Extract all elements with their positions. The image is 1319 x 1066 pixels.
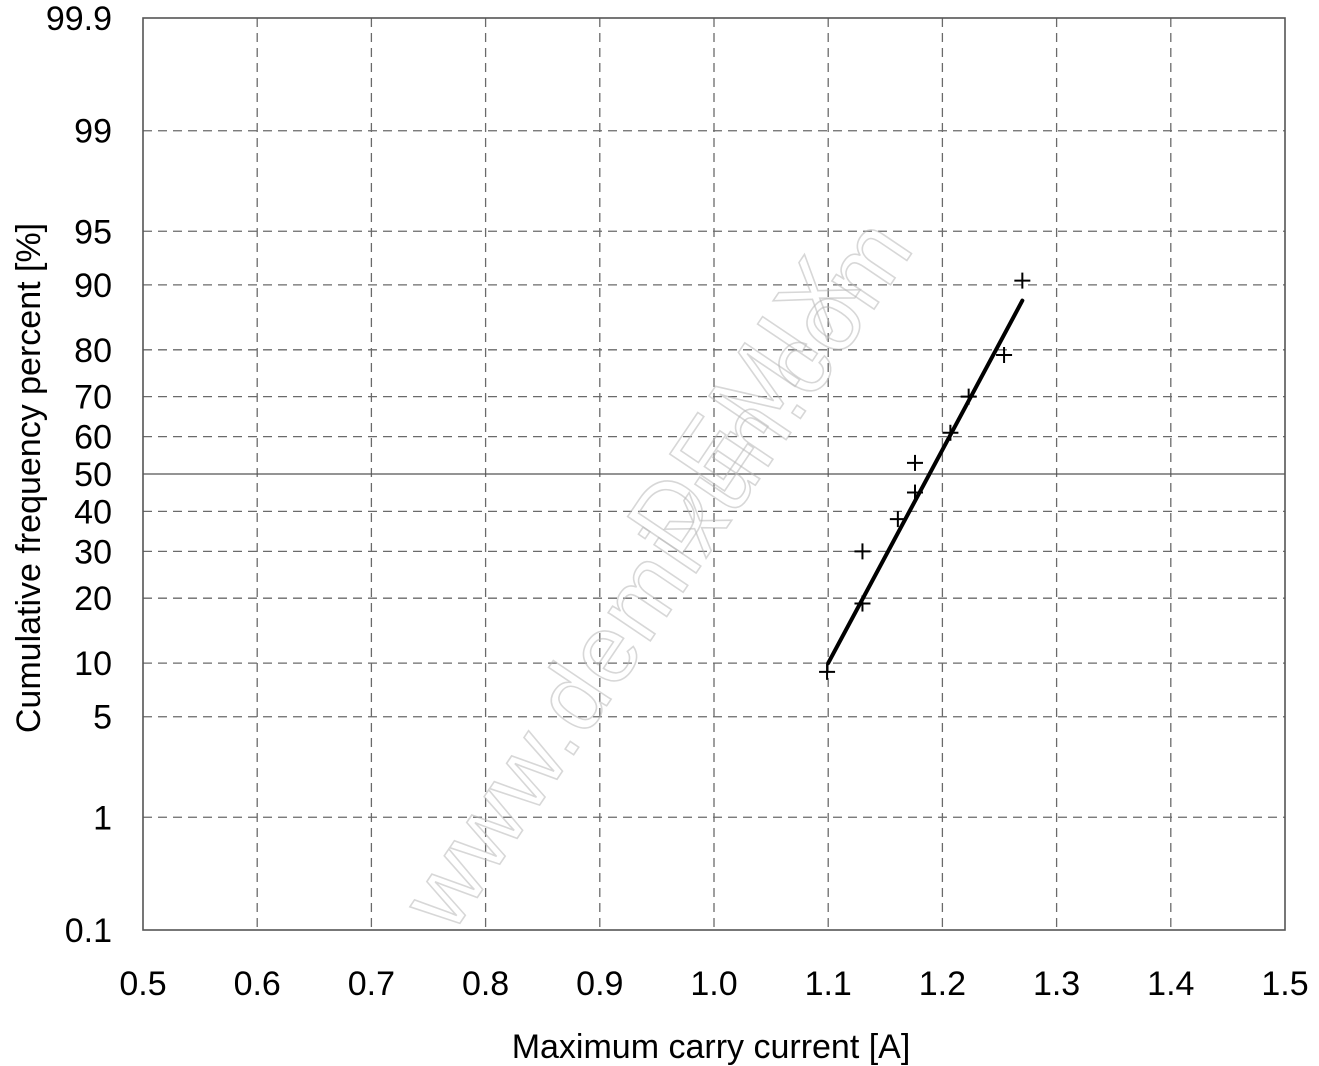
y-tick-label: 70: [74, 379, 112, 417]
plot-area-frame: [142, 17, 1286, 931]
data-point-plus-marker: [942, 424, 959, 441]
y-tick-label: 30: [74, 533, 112, 571]
x-tick-label: 1.0: [690, 965, 737, 1003]
data-point-plus-marker: [889, 511, 906, 528]
data-point-plus-marker: [1014, 272, 1031, 289]
y-tick-label: 90: [74, 267, 112, 305]
data-point-plus-marker: [996, 347, 1013, 364]
y-tick-label: 20: [74, 580, 112, 618]
x-tick-label: 0.5: [119, 965, 166, 1003]
watermark: DEMIX www.demixun.com: [379, 198, 934, 949]
data-point-plus-marker: [819, 663, 836, 680]
y-tick-label: 5: [93, 699, 112, 737]
x-tick-label: 0.7: [348, 965, 395, 1003]
y-tick-label: 60: [74, 419, 112, 457]
x-tick-label: 0.6: [234, 965, 281, 1003]
y-tick-label: 10: [74, 645, 112, 683]
y-tick-label: 80: [74, 332, 112, 370]
x-axis-title: Maximum carry current [A]: [512, 1028, 911, 1066]
watermark-line-2: www.demixun.com: [380, 199, 934, 948]
data-point-plus-marker: [906, 454, 923, 471]
data-points: [819, 272, 1031, 680]
y-axis-title: Cumulative frequency percent [%]: [10, 223, 48, 733]
data-point-plus-marker: [960, 388, 977, 405]
x-tick-label: 1.5: [1261, 965, 1308, 1003]
data-point-plus-marker: [854, 543, 871, 560]
y-tick-label: 99: [74, 113, 112, 151]
x-tick-label: 1.2: [919, 965, 966, 1003]
x-tick-label: 0.9: [576, 965, 623, 1003]
data-point-plus-marker: [854, 595, 871, 612]
x-tick-label: 1.1: [805, 965, 852, 1003]
y-tick-label: 50: [74, 456, 112, 494]
y-tick-label: 1: [93, 799, 112, 837]
x-tick-label: 1.3: [1033, 965, 1080, 1003]
x-tick-label: 1.4: [1147, 965, 1194, 1003]
y-tick-label: 95: [74, 213, 112, 251]
data-point-plus-marker: [906, 484, 923, 501]
y-tick-label: 40: [74, 493, 112, 531]
grid-lines: [143, 18, 1285, 930]
y-tick-label: 99.9: [46, 0, 112, 38]
x-axis-ticks: 0.5 0.6 0.7 0.8 0.9 1.0 1.1 1.2 1.3 1.4 1.5: [119, 965, 1308, 1003]
x-tick-label: 0.8: [462, 965, 509, 1003]
y-tick-label: 0.1: [65, 912, 112, 950]
